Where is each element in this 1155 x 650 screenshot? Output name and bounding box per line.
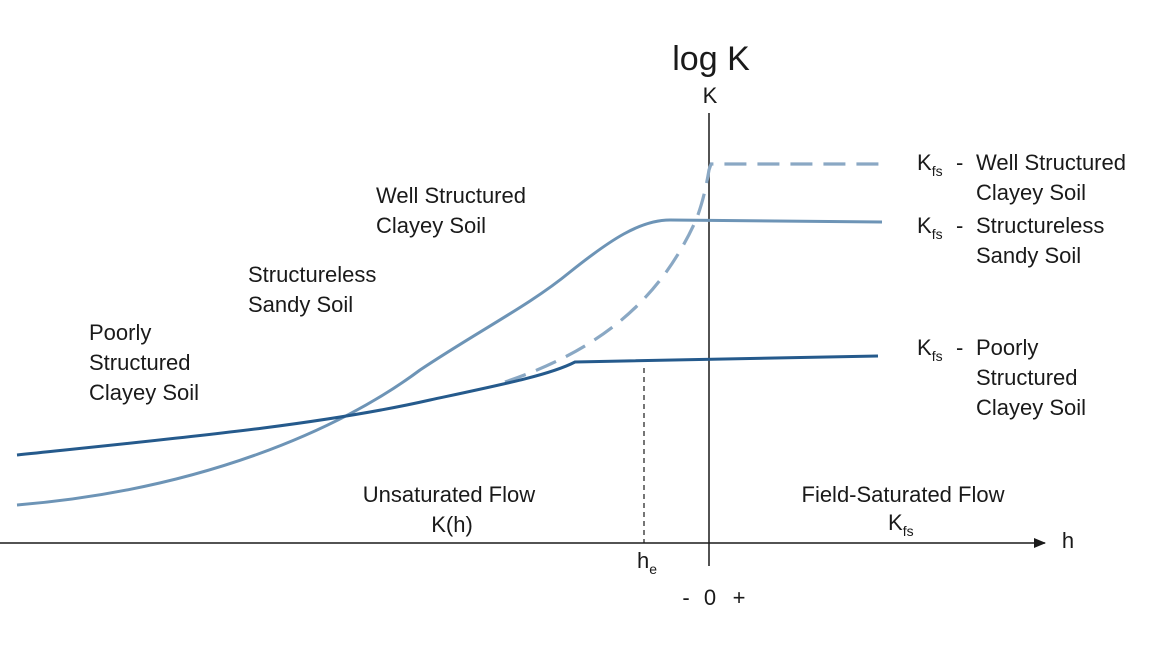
- svg-text:-: -: [956, 213, 963, 238]
- region-field-saturated-kfs: Kfs: [888, 510, 914, 539]
- region-unsaturated-flow: Unsaturated Flow K(h): [363, 482, 542, 537]
- svg-text:Well Structured Clayey S: Well Structured Clayey Soil: [976, 150, 1132, 205]
- svg-text:Structureless Sandy Soil: Structureless Sandy Soil: [976, 213, 1111, 268]
- sign-plus: +: [733, 585, 746, 610]
- zero-label: 0: [704, 585, 716, 610]
- label-poorly-structured-clayey-soil: Poorly Structured Clayey Soil: [89, 320, 199, 405]
- kfs-label-well-structured: Kfs - Well Structured Clayey Soil: [917, 150, 1132, 205]
- axis-title: log K: [672, 40, 750, 78]
- kfs-label-poorly-structured: Kfs - Poorly Structured Clayey Soil: [917, 335, 1086, 420]
- h-axis-label: h: [1062, 528, 1074, 553]
- kfs-label-structureless: Kfs - Structureless Sandy Soil: [917, 213, 1111, 268]
- he-label: he: [637, 548, 657, 577]
- svg-text:-: -: [956, 335, 963, 360]
- label-structureless-sandy-soil: Structureless Sandy Soil: [248, 262, 383, 317]
- curve-structureless-sandy-soil: [16, 218, 883, 507]
- svg-text:-: -: [956, 150, 963, 175]
- sign-minus: -: [682, 585, 689, 610]
- svg-text:Kfs: Kfs: [917, 213, 943, 242]
- label-well-structured-clayey-soil: Well Structured Clayey Soil: [376, 183, 532, 238]
- curve-poorly-structured-clayey-soil: [16, 354, 879, 457]
- curve-well-structured-clayey-soil: [504, 162, 882, 384]
- k-axis-label: K: [703, 83, 718, 108]
- region-field-saturated-flow: Field-Saturated Flow: [802, 482, 1005, 507]
- svg-text:Poorly Structured: Poorly Structured Clayey Soil: [976, 335, 1086, 420]
- svg-text:Kfs: Kfs: [917, 150, 943, 179]
- svg-text:Kfs: Kfs: [917, 335, 943, 364]
